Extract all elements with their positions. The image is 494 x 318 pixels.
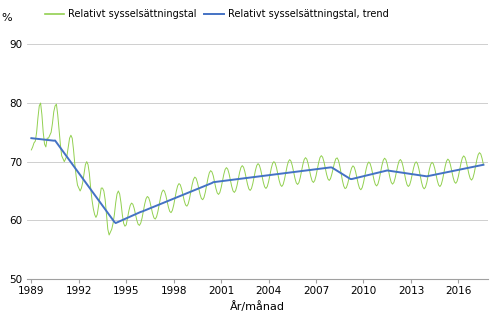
X-axis label: År/månad: År/månad	[230, 301, 285, 313]
Text: %: %	[1, 13, 12, 23]
Legend: Relativt sysselsättningstal, Relativt sysselsättningstal, trend: Relativt sysselsättningstal, Relativt sy…	[41, 5, 392, 23]
